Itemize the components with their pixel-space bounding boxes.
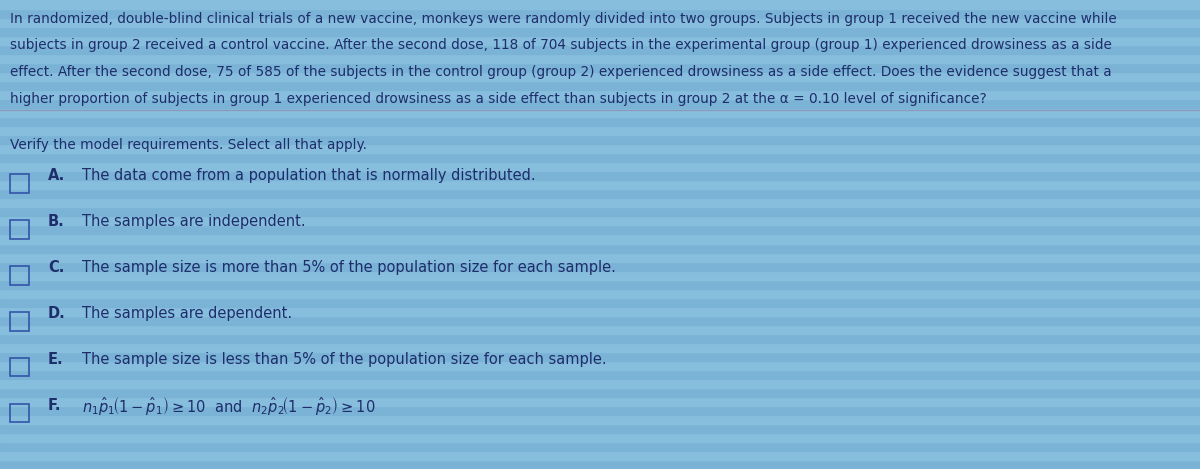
Bar (0, 252, 1200, 262)
Bar (0, 226, 1200, 234)
Bar (0, 45, 1200, 54)
Text: subjects in group 2 received a control vaccine. After the second dose, 118 of 70: subjects in group 2 received a control v… (10, 38, 1111, 53)
Text: The data come from a population that is normally distributed.: The data come from a population that is … (82, 168, 535, 183)
Bar (0, 171, 1200, 181)
Bar (0, 424, 1200, 433)
Bar (0, 162, 1200, 171)
Bar (0, 307, 1200, 316)
Bar (0, 334, 1200, 343)
Bar (0, 81, 1200, 90)
Text: The samples are independent.: The samples are independent. (82, 214, 305, 229)
Bar (0, 99, 1200, 108)
Bar (0, 460, 1200, 469)
Text: The sample size is less than 5% of the population size for each sample.: The sample size is less than 5% of the p… (82, 352, 606, 367)
Bar (10, 404, 29, 423)
Bar (0, 189, 1200, 198)
Text: $n_1\hat{p}_1\!\left(1-\hat{p}_1\right)\geq 10$  and  $n_2\hat{p}_2\!\left(1-\ha: $n_1\hat{p}_1\!\left(1-\hat{p}_1\right)\… (82, 395, 376, 416)
Bar (0, 415, 1200, 424)
Bar (0, 433, 1200, 442)
Bar (0, 108, 1200, 117)
Text: In randomized, double-blind clinical trials of a new vaccine, monkeys were rando: In randomized, double-blind clinical tri… (10, 12, 1116, 26)
Bar (0, 388, 1200, 397)
Bar (0, 36, 1200, 45)
Bar (0, 144, 1200, 153)
Bar (0, 126, 1200, 135)
Bar (0, 54, 1200, 63)
Text: A.: A. (48, 168, 65, 183)
Bar (10, 358, 29, 377)
Bar (0, 442, 1200, 451)
Bar (0, 63, 1200, 72)
Bar (0, 370, 1200, 379)
Bar (0, 271, 1200, 280)
Bar (0, 406, 1200, 415)
Bar (0, 90, 1200, 99)
Text: Verify the model requirements. Select all that apply.: Verify the model requirements. Select al… (10, 138, 367, 152)
Bar (0, 9, 1200, 18)
Bar (10, 220, 29, 239)
Bar (0, 316, 1200, 325)
Bar (0, 117, 1200, 126)
Bar (0, 153, 1200, 162)
Bar (10, 174, 29, 193)
Bar (0, 217, 1200, 226)
Text: B.: B. (48, 214, 65, 229)
Text: C.: C. (48, 260, 65, 275)
Bar (0, 198, 1200, 207)
Bar (0, 298, 1200, 307)
Text: The sample size is more than 5% of the population size for each sample.: The sample size is more than 5% of the p… (82, 260, 616, 275)
Text: D.: D. (48, 306, 66, 321)
Bar (0, 361, 1200, 370)
Text: F.: F. (48, 398, 61, 413)
Bar (10, 312, 29, 331)
Bar (0, 343, 1200, 352)
Bar (0, 325, 1200, 334)
Bar (0, 288, 1200, 298)
Bar (0, 451, 1200, 460)
Bar (0, 280, 1200, 288)
Bar (0, 397, 1200, 406)
Text: effect. After the second dose, 75 of 585 of the subjects in the control group (g: effect. After the second dose, 75 of 585… (10, 65, 1111, 79)
Bar (0, 135, 1200, 144)
Bar (0, 352, 1200, 361)
Bar (0, 243, 1200, 252)
Bar (0, 18, 1200, 27)
Bar (0, 379, 1200, 388)
Bar (10, 266, 29, 285)
Bar (0, 72, 1200, 81)
Bar (0, 262, 1200, 271)
Text: E.: E. (48, 352, 64, 367)
Bar (0, 27, 1200, 36)
Bar (0, 0, 1200, 9)
Bar (0, 234, 1200, 243)
Bar (0, 181, 1200, 189)
Text: The samples are dependent.: The samples are dependent. (82, 306, 292, 321)
Text: higher proportion of subjects in group 1 experienced drowsiness as a side effect: higher proportion of subjects in group 1… (10, 92, 986, 106)
Bar (0, 207, 1200, 217)
